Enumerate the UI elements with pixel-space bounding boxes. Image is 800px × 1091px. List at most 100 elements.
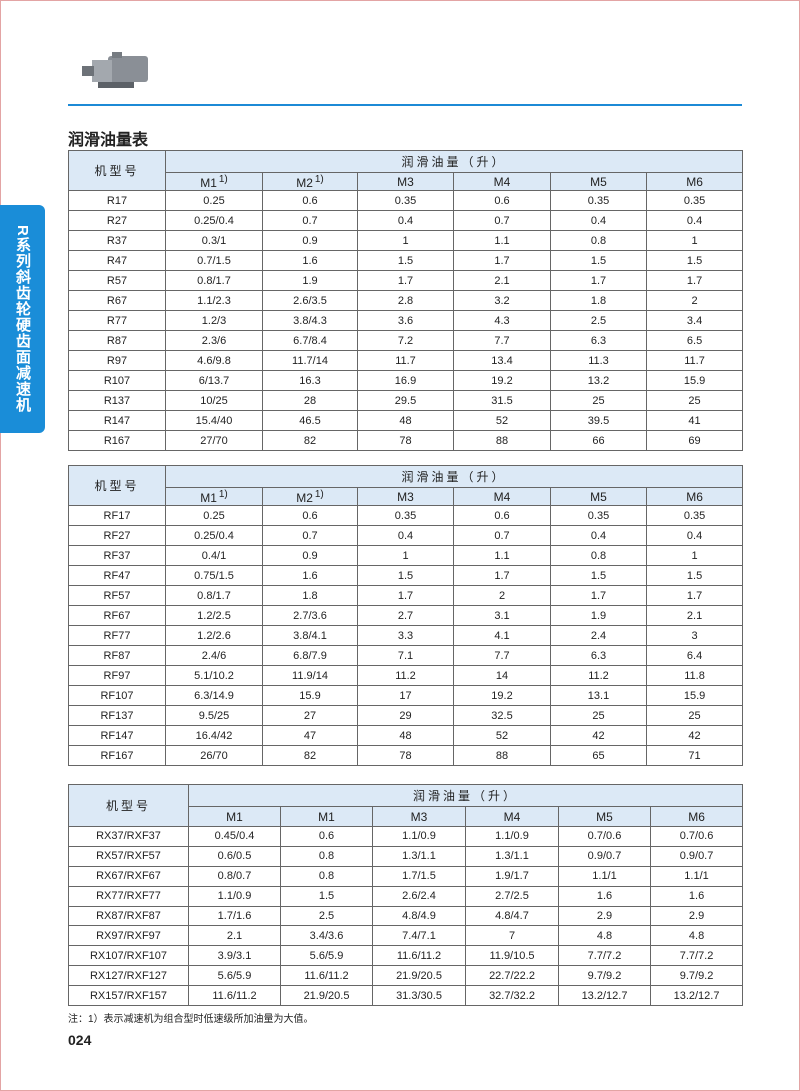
column-name: M6 <box>688 809 705 824</box>
data-row: R107 6/13.7 16.3 16.9 19.2 13.2 15.9 <box>68 370 744 391</box>
oil-cell: 52 <box>453 410 551 431</box>
oil-cell: 11.9/10.5 <box>465 945 559 967</box>
data-row: R67 1.1/2.3 2.6/3.5 2.8 3.2 1.8 2 <box>68 290 744 311</box>
oil-cell: 6.3 <box>550 645 647 666</box>
oil-cell: 1.1/1 <box>649 865 744 887</box>
model-cell: RX77/RXF77 <box>68 885 189 907</box>
oil-cell: 7.2 <box>357 330 454 351</box>
oil-cell: 4.6/9.8 <box>165 350 263 371</box>
oil-cell: 46.5 <box>262 410 358 431</box>
oil-cell: 0.7 <box>453 525 551 546</box>
model-cell: R77 <box>68 310 166 331</box>
oil-cell: 15.9 <box>645 370 744 391</box>
oil-cell: 2.1 <box>453 270 551 291</box>
oil-cell: 78 <box>357 430 454 451</box>
model-cell: RX107/RXF107 <box>68 945 189 967</box>
model-cell: RX67/RXF67 <box>68 865 189 887</box>
column-name: M3 <box>397 174 414 189</box>
oil-cell: 26/70 <box>165 745 263 766</box>
oil-cell: 1.7/1.5 <box>372 865 466 887</box>
model-cell: R67 <box>68 290 166 311</box>
oil-cell: 2.3/6 <box>165 330 263 351</box>
oil-cell: 13.2/12.7 <box>558 985 651 1007</box>
data-row: R167 27/70 82 78 88 66 69 <box>68 430 744 451</box>
model-cell: RF67 <box>68 605 166 626</box>
data-row: RF37 0.4/1 0.9 1 1.1 0.8 1 <box>68 545 744 566</box>
oil-cell: 27/70 <box>165 430 263 451</box>
oil-cell: 0.7 <box>453 210 551 231</box>
oil-cell: 1.7 <box>453 565 551 586</box>
oil-cell: 0.8/1.7 <box>165 270 263 291</box>
oil-cell: 1.7 <box>357 585 454 606</box>
oil-cell: 69 <box>645 430 744 451</box>
oil-cell: 2.9 <box>558 905 651 927</box>
motor-image <box>82 52 148 88</box>
oil-cell: 5.6/5.9 <box>188 965 281 987</box>
oil-cell: 19.2 <box>453 685 551 706</box>
column-name: M2 <box>296 490 313 505</box>
oil-cell: 22.7/22.2 <box>465 965 559 987</box>
oil-cell: 6.3 <box>550 330 647 351</box>
oil-cell: 4.1 <box>453 625 551 646</box>
data-row: RF77 1.2/2.6 3.8/4.1 3.3 4.1 2.4 3 <box>68 625 744 646</box>
column-name: M1 <box>200 175 217 190</box>
header-rule <box>68 104 742 106</box>
oil-cell: 1.1/0.9 <box>188 885 281 907</box>
column-header: M3 <box>357 172 454 191</box>
oil-cell: 1.1/0.9 <box>465 826 559 847</box>
column-name: M6 <box>686 174 703 189</box>
column-name: M3 <box>410 809 428 824</box>
oil-cell: 0.35 <box>550 190 647 211</box>
column-name: M3 <box>397 489 414 504</box>
oil-cell: 7.1 <box>357 645 454 666</box>
oil-cell: 19.2 <box>453 370 551 391</box>
oil-cell: 10/25 <box>165 390 263 411</box>
column-name: M4 <box>503 809 521 824</box>
oil-cell: 1.5 <box>645 250 744 271</box>
oil-cell: 13.4 <box>453 350 551 371</box>
oil-cell: 1.2/2.6 <box>165 625 263 646</box>
oil-cell: 21.9/20.5 <box>372 965 466 987</box>
oil-cell: 0.9/0.7 <box>649 845 744 867</box>
column-header: M4 <box>453 172 551 191</box>
column-header: M6 <box>649 806 744 827</box>
column-header: M1 <box>188 806 281 827</box>
model-cell: RF167 <box>68 745 166 766</box>
oil-cell: 6.4 <box>645 645 744 666</box>
model-cell: R17 <box>68 190 166 211</box>
model-cell: R87 <box>68 330 166 351</box>
oil-cell: 0.35 <box>357 505 454 526</box>
model-header: 机型号 <box>68 150 166 191</box>
oil-cell: 3.8/4.1 <box>262 625 358 646</box>
oil-cell: 1.2/2.5 <box>165 605 263 626</box>
oil-cell: 88 <box>453 430 551 451</box>
oil-cell: 0.4 <box>645 525 744 546</box>
data-row: RF47 0.75/1.5 1.6 1.5 1.7 1.5 1.5 <box>68 565 744 586</box>
oil-cell: 0.7 <box>262 210 358 231</box>
oil-cell: 1.6 <box>262 250 358 271</box>
oil-cell: 15.9 <box>262 685 358 706</box>
model-cell: RX57/RXF57 <box>68 845 189 867</box>
oil-cell: 28 <box>262 390 358 411</box>
model-cell: R57 <box>68 270 166 291</box>
column-header: M1 1) <box>165 172 263 191</box>
oil-cell: 2 <box>453 585 551 606</box>
page-number: 024 <box>68 1032 92 1048</box>
data-row: R97 4.6/9.8 11.7/14 11.7 13.4 11.3 11.7 <box>68 350 744 371</box>
oil-cell: 2.1 <box>645 605 744 626</box>
column-name: M2 <box>296 175 313 190</box>
oil-cell: 0.8 <box>280 865 373 887</box>
oil-cell: 5.6/5.9 <box>280 945 373 967</box>
oil-cell: 0.8 <box>550 230 647 251</box>
oil-cell: 0.75/1.5 <box>165 565 263 586</box>
oil-cell: 42 <box>550 725 647 746</box>
model-cell: RX127/RXF127 <box>68 965 189 987</box>
header-row: 机型号 润滑油量（升） <box>68 784 744 827</box>
oil-cell: 11.6/11.2 <box>372 945 466 967</box>
oil-cell: 1.1/1 <box>558 865 651 887</box>
data-row: R137 10/25 28 29.5 31.5 25 25 <box>68 390 744 411</box>
model-cell: RF27 <box>68 525 166 546</box>
column-header: M6 <box>645 172 744 191</box>
oil-cell: 25 <box>550 705 647 726</box>
column-header: M1 <box>280 806 373 827</box>
